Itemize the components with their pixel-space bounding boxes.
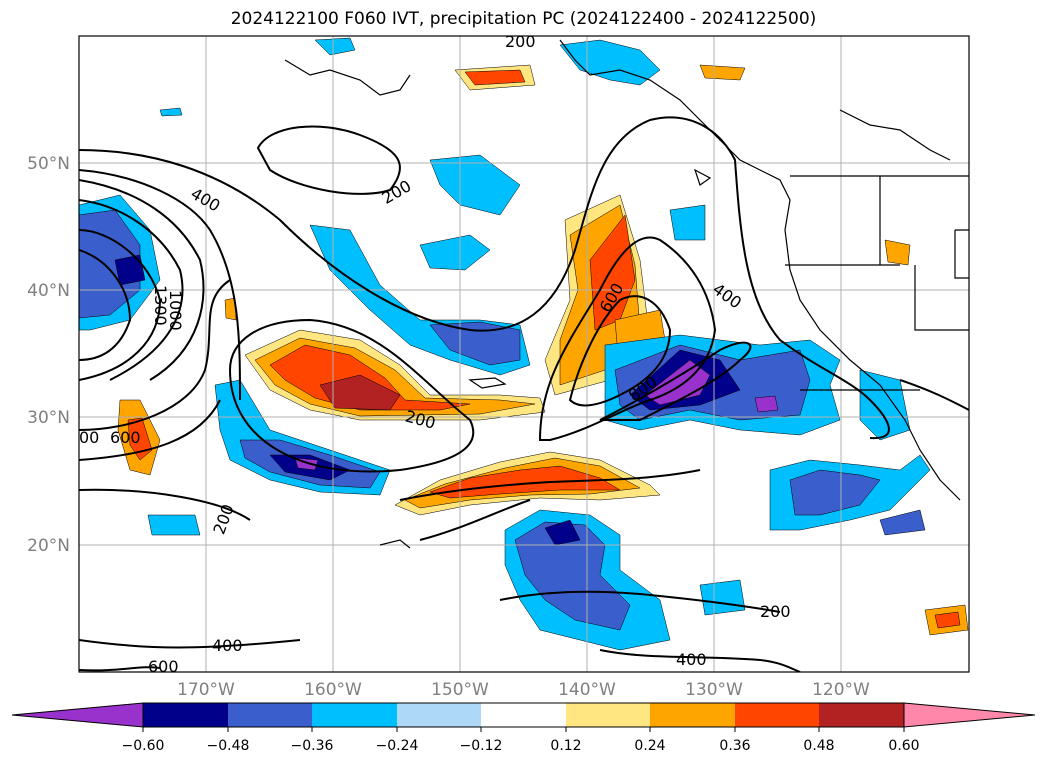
map-frame xyxy=(78,35,970,673)
colorbar-swatch xyxy=(566,703,650,727)
colorbar-tick-label: −0.36 xyxy=(291,738,334,754)
colorbar-tick-label: −0.12 xyxy=(460,738,503,754)
contour-label: 00 xyxy=(79,428,99,447)
colorbar: −0.60 −0.48 −0.36 −0.24 −0.12 0.12 0.24 … xyxy=(11,702,1036,754)
colorbar-extend-min xyxy=(11,702,144,728)
map-title: 2024122100 F060 IVT, precipitation PC (2… xyxy=(230,9,817,29)
lon-label: 120°W xyxy=(812,680,870,700)
colorbar-swatch xyxy=(312,703,397,727)
colorbar-tick-label: 0.24 xyxy=(634,738,665,754)
contour-label: 200 xyxy=(505,32,536,51)
graticule xyxy=(79,36,969,672)
colorbar-tick-label: −0.48 xyxy=(207,738,250,754)
coastlines xyxy=(284,39,969,549)
colorbar-swatch xyxy=(735,703,819,727)
colorbar-tick-label: 0.36 xyxy=(719,738,750,754)
colorbar-tick-label: 0.12 xyxy=(550,738,581,754)
ivt-contours xyxy=(79,116,969,672)
lon-label: 170°W xyxy=(177,680,235,700)
colorbar-swatch xyxy=(397,703,481,727)
contour-label: 600 xyxy=(110,428,141,447)
lon-label: 150°W xyxy=(431,680,489,700)
map-area: 200 400 200 1300 1000 200 600 400 800 60… xyxy=(79,32,969,676)
lat-label: 30°N xyxy=(27,408,70,428)
colorbar-extend-max xyxy=(903,702,1036,728)
contour-label: 1000 xyxy=(166,290,185,331)
lon-label: 130°W xyxy=(685,680,743,700)
longitude-labels: 170°W 160°W 150°W 140°W 130°W 120°W xyxy=(177,680,870,700)
colorbar-tick-label: 0.48 xyxy=(803,738,834,754)
colorbar-tick-label: 0.60 xyxy=(888,738,919,754)
latitude-labels: 50°N 40°N 30°N 20°N xyxy=(27,154,70,556)
colorbar-tick-label: −0.24 xyxy=(376,738,419,754)
colorbar-swatch xyxy=(481,703,566,727)
contour-label: 200 xyxy=(760,602,791,621)
colorbar-tick-label: −0.60 xyxy=(122,738,165,754)
colorbar-swatch xyxy=(819,703,904,727)
colorbar-swatch xyxy=(143,703,228,727)
precip-shading xyxy=(79,37,969,651)
lat-label: 40°N xyxy=(27,281,70,301)
colorbar-swatch xyxy=(228,703,312,727)
lat-label: 50°N xyxy=(27,154,70,174)
lon-label: 160°W xyxy=(304,680,362,700)
contour-label: 600 xyxy=(148,657,179,676)
lon-label: 140°W xyxy=(558,680,616,700)
contour-label: 400 xyxy=(212,636,243,655)
lat-label: 20°N xyxy=(27,536,70,556)
colorbar-swatch xyxy=(650,703,735,727)
contour-label: 400 xyxy=(676,650,707,669)
contour-label: 1300 xyxy=(151,285,170,326)
